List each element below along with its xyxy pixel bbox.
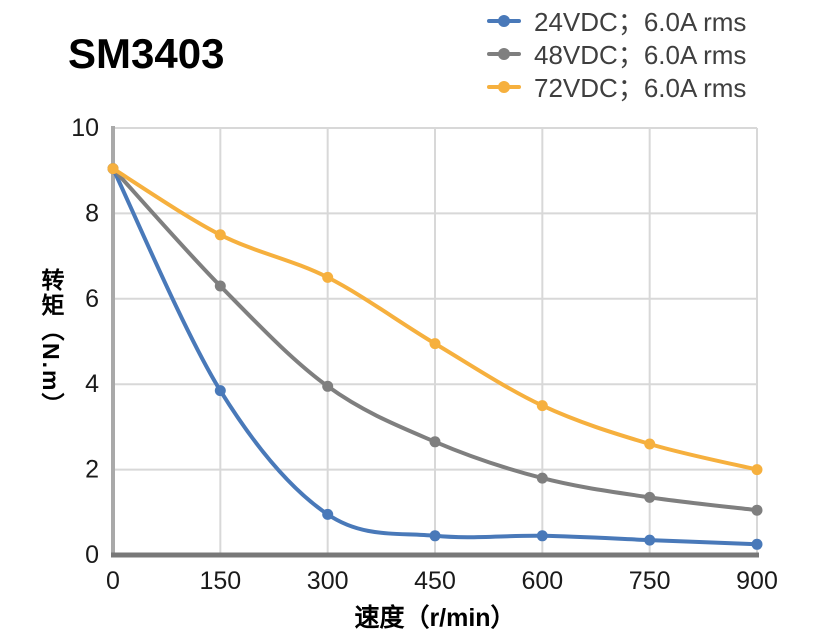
data-point-48vdc (536, 472, 548, 484)
data-point-24vdc (644, 534, 656, 546)
y-tick-label: 4 (85, 370, 99, 398)
y-tick-label: 8 (85, 199, 99, 227)
x-tick-label: 750 (629, 567, 671, 595)
data-point-24vdc (751, 538, 763, 550)
data-point-72vdc (107, 163, 119, 175)
y-axis-title: 转矩（N.m） (38, 268, 64, 418)
x-tick-label: 900 (736, 567, 778, 595)
legend-label: 48VDC；6.0A rms (534, 40, 747, 70)
data-point-72vdc (214, 229, 226, 241)
data-point-72vdc (536, 400, 548, 412)
legend-dot-icon (498, 14, 510, 27)
y-tick-label: 6 (85, 285, 99, 313)
data-point-48vdc (322, 380, 334, 392)
x-tick-label: 300 (307, 567, 349, 595)
data-point-48vdc (429, 436, 441, 448)
legend-line-dot-marker (487, 14, 521, 27)
legend-dot-icon (498, 47, 510, 60)
data-point-48vdc (214, 280, 226, 292)
legend-item-24vdc: 24VDC；6.0A rms (487, 6, 746, 37)
data-point-48vdc (644, 491, 656, 503)
data-point-48vdc (751, 504, 763, 516)
x-axis-title: 速度（r/min） (354, 604, 516, 632)
x-tick-label: 0 (106, 567, 120, 595)
x-tick-label: 600 (521, 567, 563, 595)
y-tick-label: 0 (85, 541, 99, 569)
legend-label: 24VDC；6.0A rms (534, 7, 747, 37)
data-point-72vdc (751, 464, 763, 476)
legend-label: 72VDC；6.0A rms (534, 73, 747, 103)
x-tick-label: 450 (414, 567, 456, 595)
legend-line-dot-marker (487, 47, 521, 60)
data-point-24vdc (214, 385, 226, 397)
y-tick-label: 2 (85, 456, 99, 484)
legend: 24VDC；6.0A rms 48VDC；6.0A rms 72VDC；6.0A r… (487, 6, 746, 103)
x-tick-label: 150 (199, 567, 241, 595)
legend-item-72vdc: 72VDC；6.0A rms (487, 72, 746, 103)
data-point-24vdc (536, 530, 548, 542)
y-tick-label: 10 (71, 114, 99, 142)
data-point-72vdc (429, 338, 441, 350)
legend-dot-icon (498, 80, 510, 93)
data-point-24vdc (429, 530, 441, 542)
data-point-24vdc (322, 508, 334, 520)
legend-line-dot-marker (487, 80, 521, 93)
legend-item-48vdc: 48VDC；6.0A rms (487, 39, 746, 70)
data-point-72vdc (322, 271, 334, 283)
chart-title: SM3403 (68, 30, 225, 77)
data-point-72vdc (644, 438, 656, 450)
